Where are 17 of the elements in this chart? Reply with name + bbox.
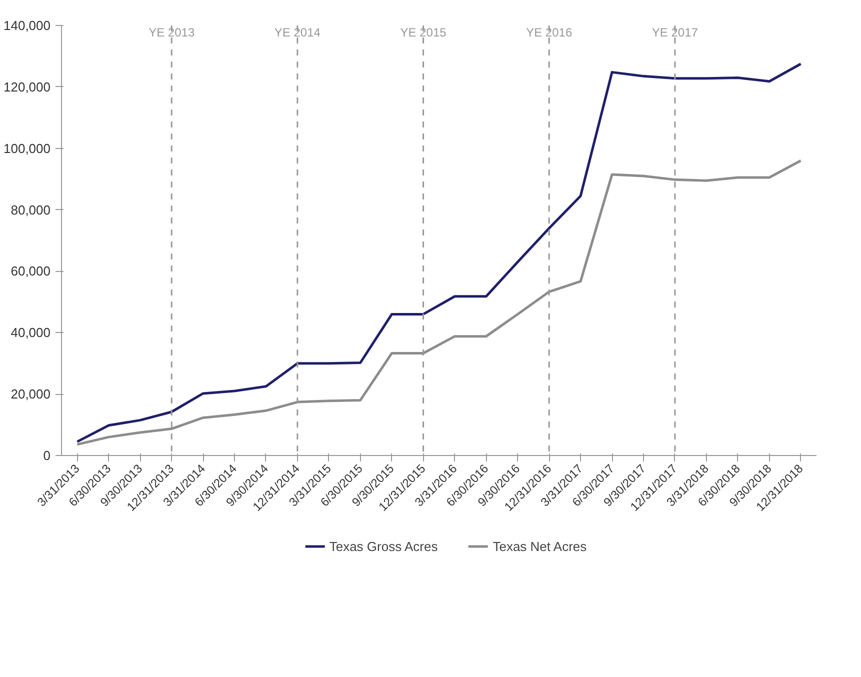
legend-label: Texas Gross Acres xyxy=(329,538,438,554)
ref-line-label: YE 2014 xyxy=(274,26,321,40)
legend-label: Texas Net Acres xyxy=(492,538,587,554)
y-tick-label: 20,000 xyxy=(10,386,51,402)
ref-line-label: YE 2015 xyxy=(400,26,447,40)
ref-line-label: YE 2017 xyxy=(652,26,698,40)
ref-line-label: YE 2016 xyxy=(526,26,572,40)
line-series xyxy=(76,62,802,443)
y-tick-label: 100,000 xyxy=(4,140,51,156)
ref-line-label: YE 2013 xyxy=(148,26,195,40)
y-tick-label: 0 xyxy=(43,448,51,463)
y-tick-label: 40,000 xyxy=(10,325,51,340)
y-tick-label: 60,000 xyxy=(10,264,51,279)
y-tick-label: 80,000 xyxy=(10,202,51,218)
y-tick-label: 120,000 xyxy=(4,79,51,94)
line-series xyxy=(76,159,802,446)
y-tick-label: 140,000 xyxy=(4,18,51,33)
